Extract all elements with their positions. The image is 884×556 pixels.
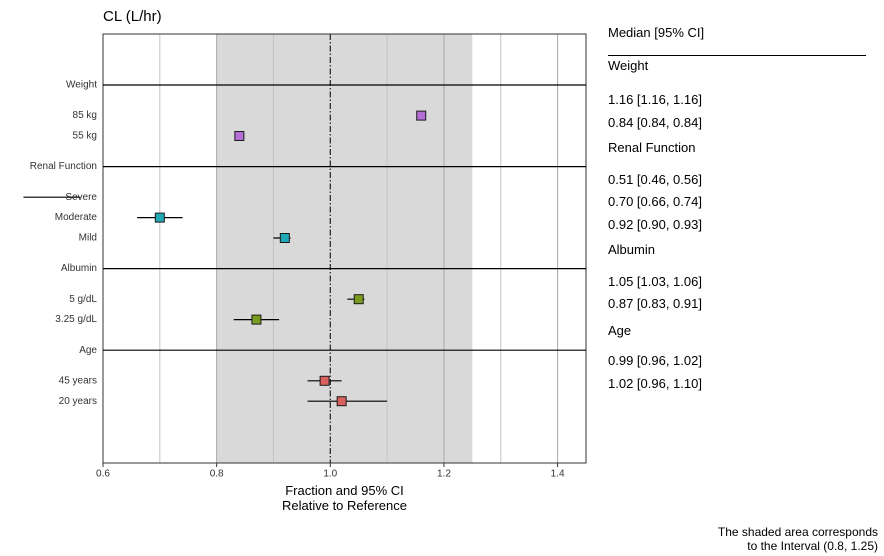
caption-line2: to the Interval (0.8, 1.25) — [747, 539, 878, 553]
x-tick-label: 1.0 — [323, 469, 337, 480]
group-label: Renal Function — [30, 161, 97, 172]
caption-line1: The shaded area corresponds — [717, 525, 878, 539]
x-tick-label: 0.6 — [96, 469, 110, 480]
x-tick-label: 1.4 — [551, 469, 565, 480]
table-group-heading: Age — [608, 323, 632, 339]
plot-border — [102, 33, 587, 464]
group-label: Weight — [66, 80, 97, 91]
table-row: 0.70 [0.66, 0.74] — [608, 194, 702, 210]
row-label: Moderate — [55, 212, 98, 223]
table-row: 1.16 [1.16, 1.16] — [608, 92, 702, 107]
median-marker — [319, 375, 330, 386]
median-marker — [251, 314, 262, 325]
row-label: 85 kg — [73, 110, 97, 121]
shaded-interval — [216, 34, 473, 463]
row-label: Severe — [65, 192, 97, 203]
x-tick-label: 1.2 — [437, 469, 451, 480]
group-label: Albumin — [61, 263, 97, 274]
table-group-heading: Renal Function — [608, 139, 696, 155]
table-row: 1.02 [0.96, 1.10] — [608, 375, 702, 391]
median-marker — [416, 110, 427, 121]
median-marker — [234, 131, 245, 141]
median-marker — [279, 233, 290, 243]
row-label: 45 years — [59, 375, 97, 386]
table-row: 0.87 [0.83, 0.91] — [608, 296, 702, 312]
median-marker — [353, 294, 364, 305]
table-row: 0.99 [0.96, 1.02] — [608, 353, 702, 369]
group-label: Age — [79, 345, 97, 356]
caption: The shaded area corresponds to the Inter… — [718, 525, 878, 553]
x-axis-label-line2: Relative to Reference — [281, 498, 407, 513]
table-row: 0.92 [0.90, 0.93] — [608, 216, 702, 232]
x-tick-label: 0.8 — [210, 469, 224, 480]
row-label: 3.25 g/dL — [55, 314, 97, 325]
chart-title: CL (L/hr) — [103, 8, 162, 25]
table-row: 1.05 [1.03, 1.06] — [608, 273, 702, 289]
row-label: Mild — [79, 233, 97, 244]
x-axis-label: Fraction and 95% CI Relative to Referenc… — [103, 483, 586, 513]
table-row: 0.84 [0.84, 0.84] — [608, 114, 702, 130]
table-group-heading: Albumin — [608, 241, 655, 257]
table-header: Median [95% CI] — [608, 25, 705, 40]
median-marker — [154, 212, 165, 223]
row-label: 20 years — [59, 396, 97, 407]
median-marker — [336, 396, 347, 407]
table-header-rule — [608, 55, 866, 56]
row-label: 5 g/dL — [69, 294, 97, 305]
table-group-heading: Weight — [608, 58, 649, 73]
x-axis-label-line1: Fraction and 95% CI — [285, 483, 404, 498]
row-label: 55 kg — [73, 131, 97, 142]
table-row: 0.51 [0.46, 0.56] — [608, 171, 702, 187]
